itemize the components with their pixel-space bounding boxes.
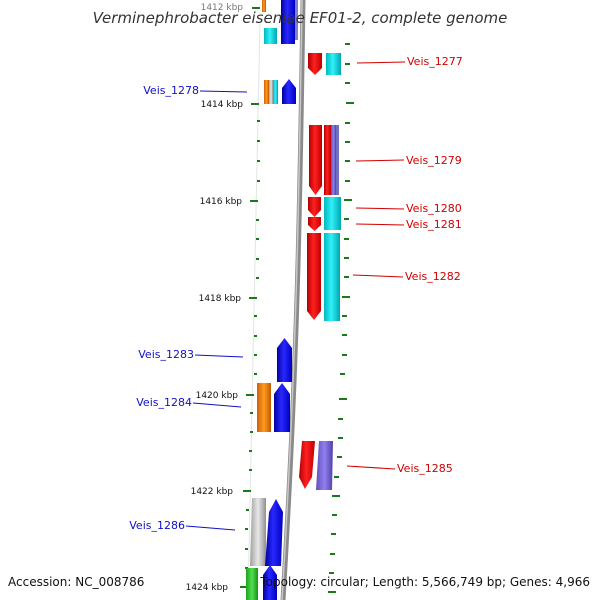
kbp-label-1424: 1424 kbp xyxy=(186,583,229,593)
kbp-label-1418: 1418 kbp xyxy=(199,294,242,304)
left-gene-labels: Veis_1278 Veis_1283 Veis_1284 Veis_1286 xyxy=(129,84,199,532)
major-ticks xyxy=(240,7,260,588)
kbp-label-1416: 1416 kbp xyxy=(200,197,243,207)
kbp-label-1420: 1420 kbp xyxy=(196,391,239,401)
topology-text: Topology: circular; Length: 5,566,749 bp… xyxy=(260,575,590,589)
gene-label-veis-1279[interactable]: Veis_1279 xyxy=(406,154,462,167)
gene-bottom-partial xyxy=(246,565,277,600)
kbp-label-1414: 1414 kbp xyxy=(201,100,244,110)
gene-label-veis-1278[interactable]: Veis_1278 xyxy=(143,84,199,97)
left-tick-column xyxy=(245,120,260,569)
chromosome-backbone xyxy=(280,0,306,600)
gene-label-veis-1277[interactable]: Veis_1277 xyxy=(407,55,463,68)
kbp-label-1412: 1412 kbp xyxy=(201,3,244,13)
gene-label-veis-1282[interactable]: Veis_1282 xyxy=(405,270,461,283)
right-gene-labels: Veis_1277 Veis_1279 Veis_1280 Veis_1281 … xyxy=(397,55,463,475)
gene-veis-1280[interactable] xyxy=(308,197,341,230)
chromosome-backbone-highlight xyxy=(281,0,303,600)
gene-veis-1284[interactable] xyxy=(257,383,290,432)
gene-top-partial xyxy=(262,0,298,44)
gene-veis-1277[interactable] xyxy=(308,53,341,75)
gene-veis-1286[interactable] xyxy=(250,498,283,566)
gene-veis-1278[interactable] xyxy=(264,79,296,104)
gene-label-veis-1286[interactable]: Veis_1286 xyxy=(129,519,185,532)
gene-label-veis-1284[interactable]: Veis_1284 xyxy=(136,396,192,409)
gene-label-veis-1280[interactable]: Veis_1280 xyxy=(406,202,462,215)
gene-label-veis-1281[interactable]: Veis_1281 xyxy=(406,218,462,231)
gene-label-veis-1285[interactable]: Veis_1285 xyxy=(397,462,453,475)
gene-veis-1279[interactable] xyxy=(309,125,339,195)
kbp-axis-labels: 1412 kbp 1414 kbp 1416 kbp 1418 kbp 1420… xyxy=(186,3,244,593)
right-tick-column xyxy=(328,43,354,593)
left-label-connectors xyxy=(185,90,248,531)
gene-veis-1283[interactable] xyxy=(277,338,292,382)
gene-label-veis-1283[interactable]: Veis_1283 xyxy=(138,348,194,361)
gene-veis-1282[interactable] xyxy=(307,233,340,321)
gene-veis-1285[interactable] xyxy=(299,441,333,490)
right-label-connectors xyxy=(346,61,406,470)
kbp-label-1422: 1422 kbp xyxy=(191,487,234,497)
reference-guide-line xyxy=(247,19,261,600)
genome-title: Verminephrobacter eiseniae EF01-2, compl… xyxy=(92,9,508,27)
gene-veis-1281[interactable] xyxy=(308,217,321,231)
accession-text: Accession: NC_008786 xyxy=(8,575,145,589)
